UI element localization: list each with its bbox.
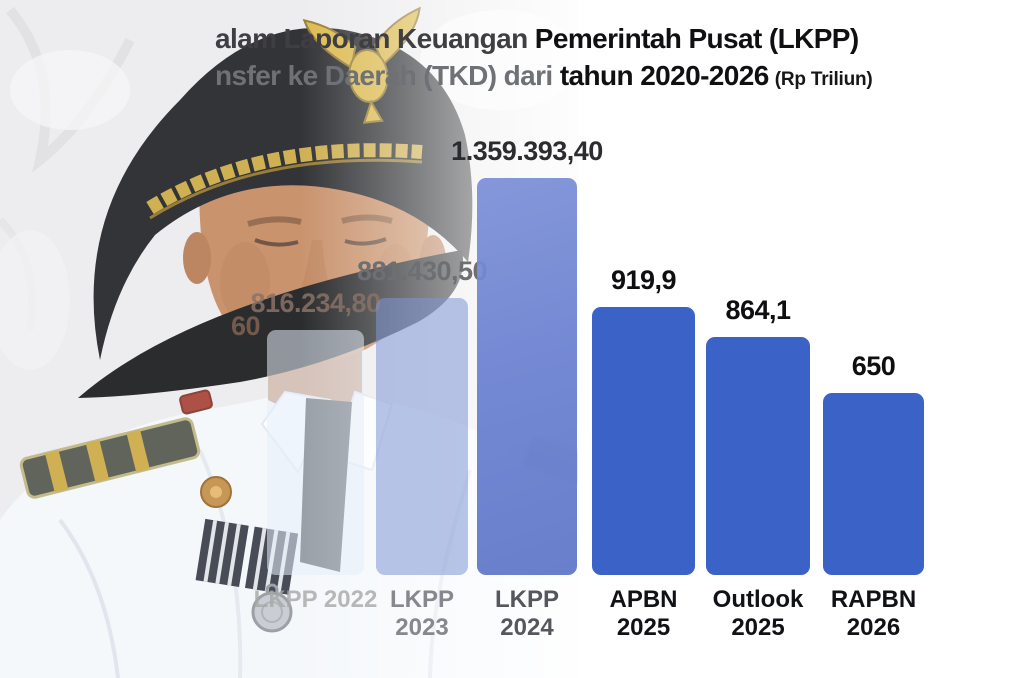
bar-rect-outlook-2025 [706, 337, 810, 575]
bar-label-line2: 2025 [731, 614, 785, 641]
bar-label-line1: RAPBN [830, 586, 917, 613]
title-line-2: nsfer ke Daerah (TKD) dari tahun 2020-20… [215, 57, 873, 98]
bar-rect-lkpp-2022 [267, 330, 364, 575]
partial-value-left-edge: 60 [231, 311, 261, 341]
title-line1-strong: Pemerintah Pusat (LKPP) [534, 23, 859, 54]
bar-value-lkpp-2024: 1.359.393,40 [451, 136, 603, 166]
bar-label-rapbn-2026: RAPBN 2026 [793, 586, 955, 642]
bar-rapbn-2026: 650 RAPBN 2026 [823, 351, 924, 641]
bar-label-line1: APBN [609, 586, 678, 613]
title-line2-strong: tahun 2020-2026 [559, 60, 769, 91]
bar-value-lkpp-2022: 816.234,80 [250, 288, 381, 318]
bar-value-outlook-2025: 864,1 [725, 295, 791, 325]
bar-rect-rapbn-2026 [823, 393, 924, 575]
chart-title: alam Laporan Keuangan Pemerintah Pusat (… [215, 20, 873, 98]
bar-label-line2: 2026 [846, 614, 901, 641]
bar-rect-lkpp-2023 [376, 298, 468, 575]
title-line1-muted: alam Laporan Keuangan [215, 23, 528, 54]
bar-rect-apbn-2025 [592, 307, 695, 575]
bar-label-line1: Outlook [712, 586, 804, 613]
title-unit: (Rp Triliun) [774, 69, 873, 90]
bar-label-outlook-2025: Outlook 2025 [675, 586, 841, 642]
bar-rect-lkpp-2024 [477, 178, 577, 575]
bar-value-rapbn-2026: 650 [851, 351, 896, 381]
bar-outlook-2025: 864,1 Outlook 2025 [706, 295, 810, 641]
bar-lkpp-2022: 816.234,80 LKPP 2022 [250, 288, 381, 613]
bar-lkpp-2024: 1.359.393,40 LKPP 2024 [451, 136, 603, 641]
bar-value-apbn-2025: 919,9 [610, 265, 677, 295]
title-line2-muted: nsfer ke Daerah (TKD) dari [215, 60, 553, 91]
bar-lkpp-2023: 881.430,50 LKPP 2023 [357, 256, 488, 641]
bar-apbn-2025: 919,9 APBN 2025 [592, 265, 695, 641]
bar-label-line2: 2025 [616, 614, 671, 641]
bar-label-apbn-2025: APBN 2025 [561, 586, 726, 642]
bar-value-lkpp-2023: 881.430,50 [356, 256, 488, 286]
title-line-1: alam Laporan Keuangan Pemerintah Pusat (… [215, 20, 873, 57]
